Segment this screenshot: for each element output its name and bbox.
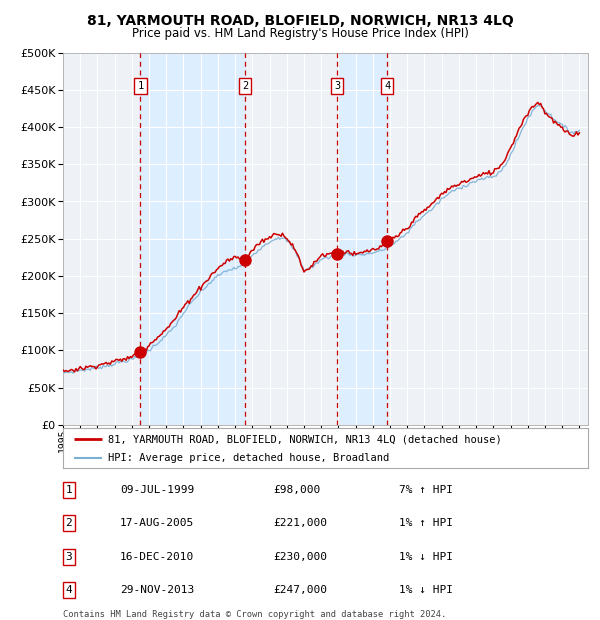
- Text: 81, YARMOUTH ROAD, BLOFIELD, NORWICH, NR13 4LQ (detached house): 81, YARMOUTH ROAD, BLOFIELD, NORWICH, NR…: [107, 434, 502, 444]
- Text: Contains HM Land Registry data © Crown copyright and database right 2024.: Contains HM Land Registry data © Crown c…: [63, 610, 446, 619]
- Bar: [140, 53, 245, 425]
- Text: 29-NOV-2013: 29-NOV-2013: [120, 585, 194, 595]
- Bar: [337, 53, 387, 425]
- Text: HPI: Average price, detached house, Broadland: HPI: Average price, detached house, Broa…: [107, 453, 389, 463]
- Text: 1: 1: [137, 81, 143, 91]
- Text: £230,000: £230,000: [273, 552, 327, 562]
- Text: 4: 4: [65, 585, 73, 595]
- Text: 3: 3: [334, 81, 340, 91]
- Text: 2: 2: [65, 518, 73, 528]
- Text: 1% ↓ HPI: 1% ↓ HPI: [399, 585, 453, 595]
- Text: 1: 1: [65, 485, 73, 495]
- Text: 16-DEC-2010: 16-DEC-2010: [120, 552, 194, 562]
- Text: 1% ↓ HPI: 1% ↓ HPI: [399, 552, 453, 562]
- Text: 81, YARMOUTH ROAD, BLOFIELD, NORWICH, NR13 4LQ: 81, YARMOUTH ROAD, BLOFIELD, NORWICH, NR…: [86, 14, 514, 28]
- Text: 3: 3: [65, 552, 73, 562]
- Text: 1% ↑ HPI: 1% ↑ HPI: [399, 518, 453, 528]
- Text: 7% ↑ HPI: 7% ↑ HPI: [399, 485, 453, 495]
- Text: 17-AUG-2005: 17-AUG-2005: [120, 518, 194, 528]
- Text: 4: 4: [384, 81, 391, 91]
- Text: Price paid vs. HM Land Registry's House Price Index (HPI): Price paid vs. HM Land Registry's House …: [131, 27, 469, 40]
- Text: 2: 2: [242, 81, 248, 91]
- Text: £221,000: £221,000: [273, 518, 327, 528]
- Text: £247,000: £247,000: [273, 585, 327, 595]
- Text: 09-JUL-1999: 09-JUL-1999: [120, 485, 194, 495]
- Text: £98,000: £98,000: [273, 485, 320, 495]
